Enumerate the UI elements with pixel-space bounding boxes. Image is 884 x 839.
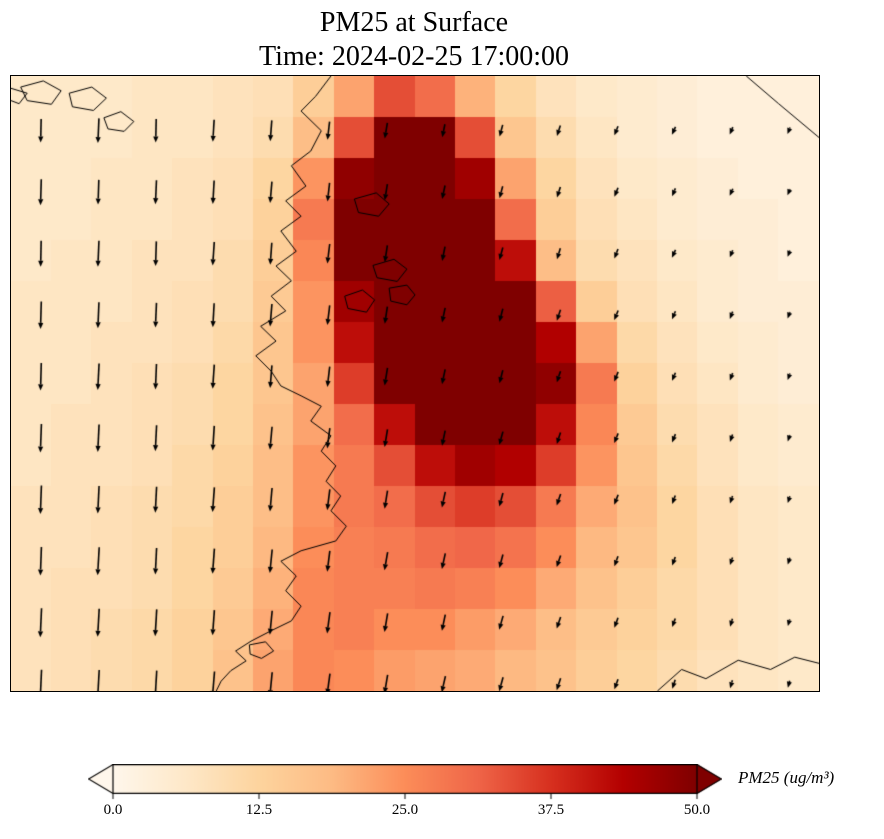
chart-time-subtitle: Time: 2024-02-25 17:00:00 (258, 41, 570, 72)
chart-title: PM25 at Surface (319, 7, 509, 38)
colorbar-tick-label: 0.0 (103, 802, 123, 818)
pm25-heatmap-canvas (11, 76, 819, 691)
map-plot-area (10, 75, 820, 692)
colorbar-tick-label: 50.0 (683, 802, 711, 818)
colorbar-ticks: 0.0 12.5 25.0 37.5 50.0 (88, 802, 722, 822)
colorbar-gradient-canvas (88, 764, 722, 800)
colorbar: 0.0 12.5 25.0 37.5 50.0 PM25 (ug/m³) (88, 764, 834, 824)
colorbar-label: PM25 (ug/m³) (738, 768, 835, 787)
colorbar-tick-label: 12.5 (245, 802, 273, 818)
colorbar-tick-label: 25.0 (391, 802, 419, 818)
colorbar-tick-label: 37.5 (537, 802, 565, 818)
